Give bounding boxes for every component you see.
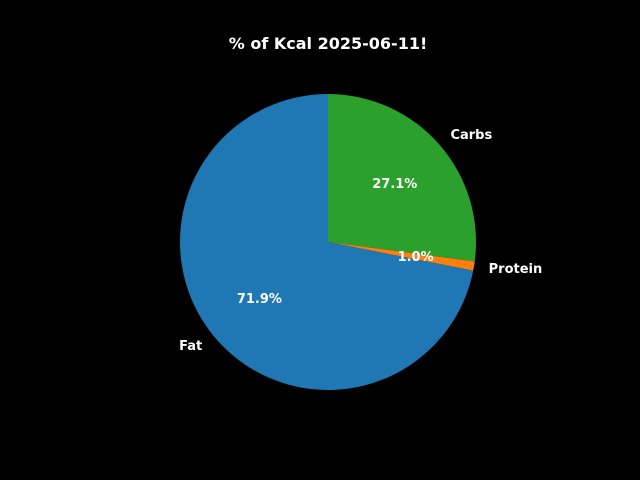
slice-label-fat: Fat (179, 339, 202, 354)
slice-percent-protein: 1.0% (398, 250, 434, 265)
slice-percent-carbs: 27.1% (372, 177, 417, 192)
chart-title: % of Kcal 2025-06-11! (229, 34, 428, 53)
pie-slice-fat (179, 94, 474, 391)
pie-slices (179, 94, 476, 391)
pie-labels: Carbs 27.1% Protein 1.0% Fat 71.9% (179, 128, 542, 354)
pie-slice-protein (328, 242, 475, 271)
pie-slice-carbs (328, 94, 476, 262)
slice-percent-fat: 71.9% (237, 292, 282, 307)
slice-label-carbs: Carbs (450, 128, 492, 143)
slice-label-protein: Protein (489, 262, 543, 277)
